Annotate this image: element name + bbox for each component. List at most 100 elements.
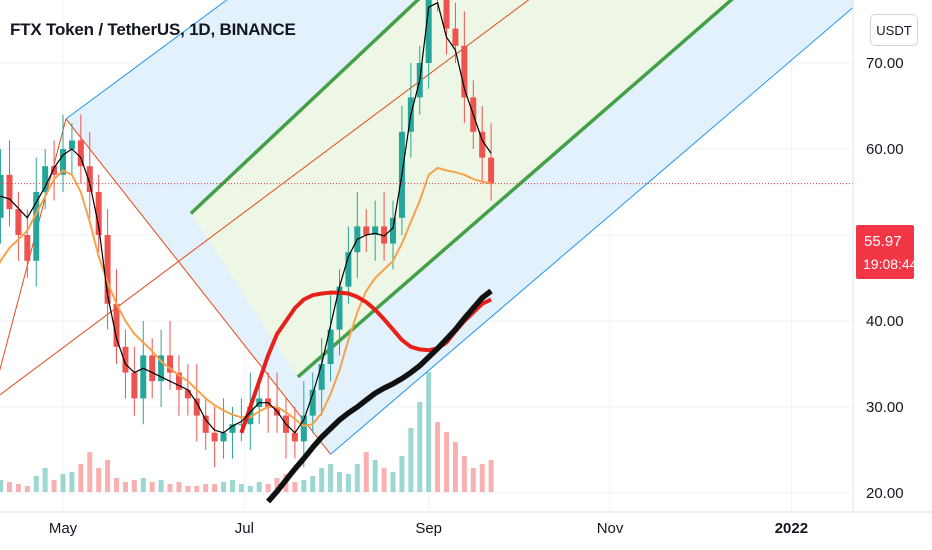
candle-body xyxy=(461,45,468,98)
volume-bar xyxy=(310,476,316,492)
candle-body xyxy=(309,389,316,416)
price-axis-label: 70.00 xyxy=(866,55,904,72)
pitchfork-upper-inner-line xyxy=(189,0,421,215)
candle-body xyxy=(68,140,75,149)
time-axis-label: Sep xyxy=(415,520,442,537)
volume-bar xyxy=(345,474,351,492)
volume-bar xyxy=(238,484,244,492)
bar-countdown: 19:08:44 xyxy=(863,256,918,272)
volume-bar xyxy=(149,482,155,492)
candle-body xyxy=(229,424,236,433)
volume-bar xyxy=(33,476,39,492)
candle-body xyxy=(238,424,245,426)
volume-bar xyxy=(399,456,405,492)
volume-bar xyxy=(256,482,262,492)
volume-bar xyxy=(372,460,378,492)
volume-bar xyxy=(105,460,111,492)
volume-bar xyxy=(363,452,369,492)
volume-bar xyxy=(229,480,235,492)
volume-bar xyxy=(408,428,414,492)
candle-body xyxy=(220,432,227,442)
candle-body xyxy=(15,209,22,235)
volume-bar xyxy=(24,486,30,492)
candle-body xyxy=(372,226,379,235)
volume-bars xyxy=(0,372,494,492)
volume-bar xyxy=(158,480,164,492)
candle-body xyxy=(327,329,334,364)
volume-bar xyxy=(69,472,75,492)
candle-body xyxy=(175,372,182,390)
candle-body xyxy=(140,355,147,399)
volume-bar xyxy=(328,464,334,492)
candle-body xyxy=(24,235,31,261)
candle-body xyxy=(167,355,174,373)
candle-body xyxy=(443,0,450,29)
volume-bar xyxy=(274,478,280,492)
volume-bar xyxy=(60,474,66,492)
candle-body xyxy=(86,166,93,192)
candlesticks xyxy=(0,0,495,468)
volume-bar xyxy=(78,464,84,492)
volume-bar xyxy=(167,484,173,492)
candle-body xyxy=(211,432,218,442)
candle-body xyxy=(122,346,129,373)
candle-body xyxy=(488,157,495,184)
volume-bar xyxy=(435,422,441,492)
candle-body xyxy=(95,192,102,235)
volume-bar xyxy=(176,482,182,492)
candle-body xyxy=(291,432,298,442)
volume-bar xyxy=(479,464,485,492)
candle-body xyxy=(425,0,432,63)
volume-bar xyxy=(122,482,128,492)
candle-body xyxy=(113,303,120,347)
ma-black-line xyxy=(266,288,493,504)
time-axis-label: Nov xyxy=(597,520,624,537)
volume-bar xyxy=(417,402,423,492)
time-axis-label: Jul xyxy=(235,520,254,537)
pitchfork-fills xyxy=(65,0,853,455)
price-axis-label: 20.00 xyxy=(866,485,904,502)
volume-bar xyxy=(96,468,102,492)
pitchfork-lower-inner-line xyxy=(296,0,734,379)
pitchfork-upper-outer-line xyxy=(65,0,228,120)
price-axis-label: 60.00 xyxy=(866,141,904,158)
volume-bar xyxy=(390,472,396,492)
candle-body xyxy=(479,131,486,158)
candle-body xyxy=(390,217,397,244)
volume-bar xyxy=(194,486,200,492)
volume-bar xyxy=(15,484,21,492)
volume-bar xyxy=(0,480,4,492)
pitchfork-inner-fill xyxy=(190,0,732,377)
candle-body xyxy=(247,407,254,425)
candle-body xyxy=(149,355,156,382)
candle-body xyxy=(452,28,459,46)
chart-title: FTX Token / TetherUS, 1D, BINANCE xyxy=(10,20,296,39)
volume-bar xyxy=(381,468,387,492)
last-price-tag: 55.97 19:08:44 xyxy=(856,225,918,279)
candle-body xyxy=(33,192,40,261)
candle-body xyxy=(363,226,370,235)
volume-bar xyxy=(452,442,458,492)
volume-bar xyxy=(185,486,191,492)
volume-bar xyxy=(292,482,298,492)
candle-body xyxy=(345,252,352,287)
candle-body xyxy=(318,364,325,390)
volume-bar xyxy=(426,372,432,492)
time-axis[interactable]: May Jul Sep Nov 2022 xyxy=(49,520,808,537)
price-axis-label: 30.00 xyxy=(866,399,904,416)
volume-bar xyxy=(444,432,450,492)
candle-body xyxy=(42,166,49,192)
volume-bar xyxy=(354,464,360,492)
currency-button[interactable]: USDT xyxy=(870,14,918,46)
volume-bar xyxy=(221,482,227,492)
price-axis-label: 40.00 xyxy=(866,313,904,330)
volume-bar xyxy=(51,480,57,492)
volume-bar xyxy=(488,460,494,492)
candle-body xyxy=(131,372,138,399)
volume-bar xyxy=(336,472,342,492)
volume-bar xyxy=(87,452,93,492)
volume-bar xyxy=(212,484,218,492)
volume-bar xyxy=(114,478,120,492)
volume-bar xyxy=(131,480,137,492)
